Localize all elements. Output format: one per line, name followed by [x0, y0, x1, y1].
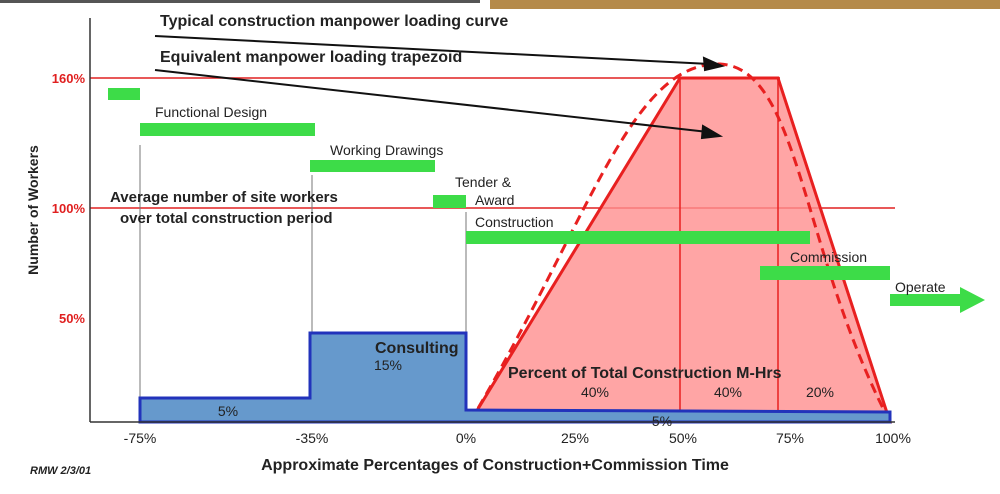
phase-label: Functional Design	[155, 104, 267, 120]
phase-label: Tender &	[455, 174, 512, 190]
share-label: 5%	[218, 403, 238, 419]
share-label: 5%	[652, 413, 672, 429]
x-tick-label: -35%	[296, 430, 329, 446]
diagram: Typical construction manpower loading cu…	[0, 0, 1000, 494]
phase-bar	[140, 123, 315, 136]
phase-bar	[433, 195, 466, 208]
phase-label: Working Drawings	[330, 142, 443, 158]
photo-strip	[0, 0, 480, 3]
x-tick-label: 50%	[669, 430, 697, 446]
arrow	[155, 70, 708, 132]
x-tick-label: 0%	[456, 430, 476, 446]
phase-label: Construction	[475, 214, 554, 230]
phase-bar	[760, 266, 890, 280]
title: Typical construction manpower loading cu…	[160, 13, 508, 30]
note: Average number of site workers	[110, 189, 338, 206]
phase-bar	[466, 231, 810, 244]
y-tick-label: 50%	[59, 311, 85, 326]
area-label: Consulting	[375, 340, 459, 357]
signature: RMW 2/3/01	[30, 465, 91, 477]
x-tick-label: -75%	[124, 430, 157, 446]
phase-label: Operate	[895, 279, 946, 295]
x-axis-label: Approximate Percentages of Construction+…	[261, 457, 729, 474]
y-tick-label: 160%	[52, 71, 86, 86]
note: over total construction period	[120, 210, 333, 227]
arrow-head	[704, 58, 722, 70]
share-label: 40%	[714, 384, 742, 400]
title: Equivalent manpower loading trapezoid	[160, 49, 462, 66]
photo-strip	[490, 0, 1000, 9]
phase-bar	[310, 160, 435, 172]
phase-label: Commission	[790, 249, 867, 265]
y-axis-label: Number of Workers	[25, 145, 41, 275]
share-label: 40%	[581, 384, 609, 400]
x-tick-label: 25%	[561, 430, 589, 446]
area-label: Percent of Total Construction M-Hrs	[508, 365, 782, 382]
phase-bar	[108, 88, 140, 100]
x-tick-label: 100%	[875, 430, 911, 446]
phase-label: Award	[475, 192, 514, 208]
x-tick-label: 75%	[776, 430, 804, 446]
y-tick-label: 100%	[52, 201, 86, 216]
share-label: 15%	[374, 357, 402, 373]
share-label: 20%	[806, 384, 834, 400]
